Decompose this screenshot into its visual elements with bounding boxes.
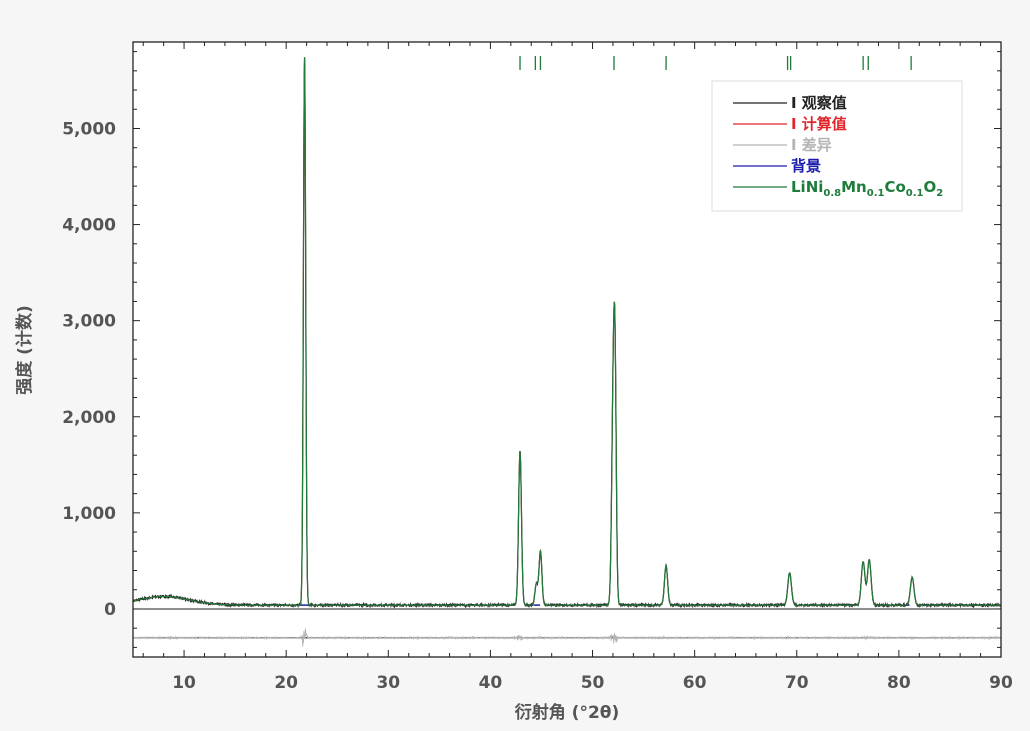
y-tick-labels: 0 1,000 2,000 3,000 4,000 5,000 bbox=[62, 119, 116, 619]
series-line-difference bbox=[132, 628, 1002, 647]
plot-frame bbox=[132, 41, 1002, 658]
x-tick-label: 80 bbox=[887, 673, 911, 693]
legend-label: I 计算值 bbox=[791, 115, 847, 133]
x-tick-label: 50 bbox=[581, 673, 605, 693]
y-tick-label: 4,000 bbox=[62, 216, 116, 236]
legend-label: 背景 bbox=[791, 157, 821, 175]
legend-label: LiNi0.8Mn0.1Co0.1O2 bbox=[791, 178, 943, 199]
x-tick-label: 70 bbox=[785, 673, 809, 693]
x-axis-title: 衍射角 (°2θ) bbox=[515, 702, 619, 723]
x-tick-label: 20 bbox=[274, 673, 298, 693]
series-layer bbox=[132, 57, 1002, 647]
x-tick-label: 90 bbox=[989, 673, 1013, 693]
series-line-phase bbox=[132, 57, 1001, 606]
x-tick-label: 30 bbox=[376, 673, 400, 693]
y-tick-label: 1,000 bbox=[62, 504, 116, 524]
legend-label: I 差异 bbox=[791, 136, 832, 154]
axis-ticks bbox=[133, 42, 1002, 657]
reflection-marks bbox=[519, 56, 912, 70]
legend-label: I 观察值 bbox=[791, 94, 847, 112]
x-tick-label: 40 bbox=[479, 673, 503, 693]
x-tick-label: 60 bbox=[683, 673, 707, 693]
y-axis-title: 强度 (计数) bbox=[14, 305, 35, 394]
x-tick-labels: 10 20 30 40 50 60 70 80 90 bbox=[172, 673, 1013, 693]
y-tick-label: 2,000 bbox=[62, 408, 116, 428]
y-tick-label: 3,000 bbox=[62, 312, 116, 332]
y-tick-label: 5,000 bbox=[62, 119, 116, 139]
y-tick-label: 0 bbox=[104, 600, 116, 620]
x-tick-label: 10 bbox=[172, 673, 196, 693]
